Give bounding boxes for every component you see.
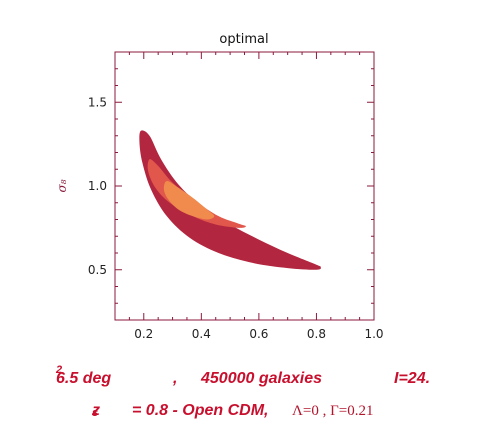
y-tick-label: 1.0 (88, 179, 107, 193)
x-tick-label: 0.6 (249, 327, 268, 341)
x-tick-label: 1.0 (364, 327, 383, 341)
caption-galaxies: 450000 galaxies (201, 370, 322, 387)
axes: 0.2 0.4 0.6 0.8 1.0 0.5 1.0 1.5 (88, 52, 384, 341)
contour-inner (163, 180, 215, 220)
chart-title: optimal (219, 32, 268, 47)
contour-chart: optimal 0.2 0.4 0.6 0.8 1.0 0.5 1.0 1.5 σ₈ (55, 32, 384, 341)
caption-magnitude: I=24. (394, 370, 431, 387)
x-tick-label: 0.2 (134, 327, 153, 341)
x-tick-label: 0.8 (307, 327, 326, 341)
caption-area-exponent: 2 (56, 364, 63, 376)
caption-parameters: Λ=0 , Γ=0.21 (292, 403, 374, 419)
x-tick-label: 0.4 (192, 327, 211, 341)
confidence-contours (139, 130, 321, 270)
y-tick-label: 1.5 (88, 95, 107, 109)
y-axis-label: σ₈ (55, 179, 69, 192)
caption-separator: , (173, 370, 178, 387)
caption-redshift-subscript: s (92, 407, 99, 419)
y-tick-label: 0.5 (88, 263, 107, 277)
caption-model: = 0.8 - Open CDM, (132, 402, 269, 419)
